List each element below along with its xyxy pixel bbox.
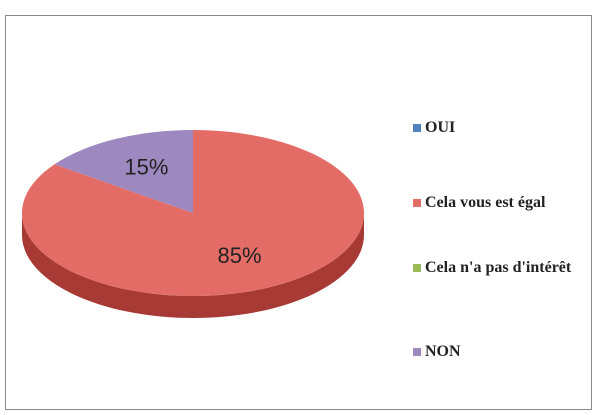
- legend-item: Cela vous est égal: [413, 193, 585, 213]
- legend-swatch: [413, 124, 421, 132]
- legend-label: Cela n'a pas d'intérêt: [425, 259, 572, 276]
- legend-swatch: [413, 264, 421, 272]
- legend-label: Cela vous est égal: [425, 194, 546, 211]
- data-label: 85%: [218, 243, 262, 268]
- legend-swatch: [413, 348, 421, 356]
- legend-item: Cela n'a pas d'intérêt: [413, 258, 585, 278]
- legend-item: OUI: [413, 118, 585, 138]
- data-label: 15%: [124, 154, 168, 179]
- legend-item: NON: [413, 342, 585, 362]
- legend-swatch: [413, 199, 421, 207]
- legend-label: NON: [425, 343, 461, 360]
- pie-slice: [54, 130, 193, 213]
- pie-side: [22, 213, 364, 318]
- legend-label: OUI: [425, 119, 456, 136]
